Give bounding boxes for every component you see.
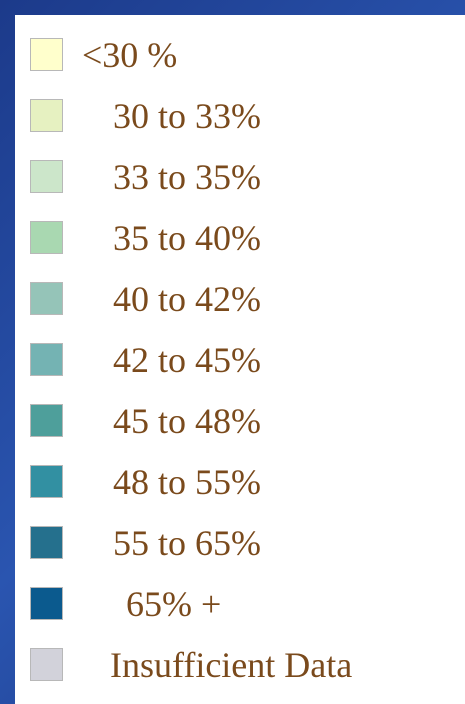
legend-label: <30 % — [82, 35, 178, 75]
legend-item: 45 to 48% — [15, 401, 465, 441]
legend-item: 35 to 40% — [15, 218, 465, 258]
legend-swatch — [30, 99, 63, 132]
legend-label: 33 to 35% — [113, 157, 261, 197]
legend-swatch — [30, 160, 63, 193]
legend-item: 40 to 42% — [15, 279, 465, 319]
legend-label: 55 to 65% — [113, 523, 261, 563]
legend-item: 55 to 65% — [15, 523, 465, 563]
legend-item: 42 to 45% — [15, 340, 465, 380]
legend-item: <30 % — [15, 35, 465, 75]
legend-panel: <30 % 30 to 33% 33 to 35% 35 to 40% 40 to 42… — [15, 15, 465, 704]
legend-swatch — [30, 282, 63, 315]
legend-label: 35 to 40% — [113, 218, 261, 258]
legend-label: 30 to 33% — [113, 96, 261, 136]
legend-label: 65% + — [126, 584, 222, 624]
legend-swatch — [30, 343, 63, 376]
legend-swatch — [30, 465, 63, 498]
legend-item: 65% + — [15, 584, 465, 624]
legend-item: 30 to 33% — [15, 96, 465, 136]
legend-item: Insufficient Data — [15, 645, 465, 685]
legend-item: 48 to 55% — [15, 462, 465, 502]
legend-swatch — [30, 221, 63, 254]
legend-swatch — [30, 404, 63, 437]
legend-label: 42 to 45% — [113, 340, 261, 380]
legend-swatch — [30, 526, 63, 559]
legend-swatch — [30, 38, 63, 71]
legend-swatch — [30, 648, 63, 681]
legend-swatch — [30, 587, 63, 620]
legend-label: 45 to 48% — [113, 401, 261, 441]
legend-label: Insufficient Data — [110, 645, 353, 685]
legend-item: 33 to 35% — [15, 157, 465, 197]
legend-label: 40 to 42% — [113, 279, 261, 319]
legend-label: 48 to 55% — [113, 462, 261, 502]
